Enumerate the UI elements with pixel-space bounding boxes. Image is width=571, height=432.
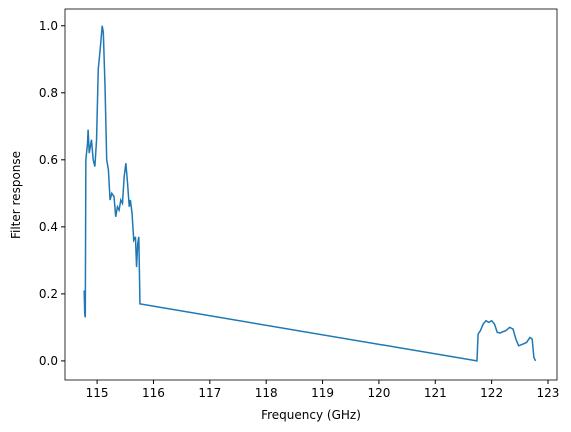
x-tick-label: 122 xyxy=(480,386,503,400)
axes-frame xyxy=(64,8,558,381)
x-tick-label: 118 xyxy=(255,386,278,400)
y-axis-label: Filter response xyxy=(9,151,23,239)
y-tick-label: 0.8 xyxy=(39,86,58,100)
x-tick-label: 115 xyxy=(86,386,109,400)
x-tick-label: 119 xyxy=(311,386,334,400)
line xyxy=(83,25,537,362)
x-tick-label: 116 xyxy=(142,386,165,400)
x-tick-label: 123 xyxy=(537,386,560,400)
y-tick-label: 1.0 xyxy=(39,19,58,33)
y-tick-label: 0.2 xyxy=(39,287,58,301)
y-tick-label: 0.0 xyxy=(39,354,58,368)
y-tick-label: 0.4 xyxy=(39,220,58,234)
x-tick-label: 117 xyxy=(198,386,221,400)
x-axis-label: Frequency (GHz) xyxy=(261,408,361,422)
y-tick-label: 0.6 xyxy=(39,153,58,167)
x-tick-label: 120 xyxy=(367,386,390,400)
x-tick-label: 121 xyxy=(424,386,447,400)
